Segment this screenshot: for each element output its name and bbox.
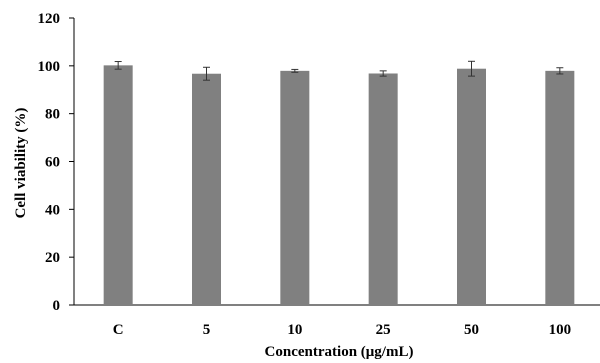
x-tick-label: 50 — [464, 322, 479, 338]
y-tick-label: 0 — [53, 298, 61, 314]
bar — [280, 70, 310, 305]
x-tick-label: C — [113, 322, 124, 338]
bar — [457, 68, 486, 305]
y-tick-label: 100 — [38, 59, 61, 75]
x-tick-label: 25 — [376, 322, 391, 338]
bar — [103, 65, 133, 305]
y-tick-label: 60 — [45, 155, 60, 171]
bar — [545, 70, 575, 305]
x-tick-label: 10 — [287, 322, 302, 338]
y-tick-label: 120 — [38, 11, 61, 27]
plot-area: 0 20 40 60 80 100 120 C 5 10 25 50 100 — [38, 11, 600, 338]
y-tick-label: 80 — [45, 107, 60, 123]
y-axis-title: Cell viability (%) — [13, 108, 29, 219]
y-tick-label: 40 — [45, 202, 60, 218]
y-tick-label: 20 — [45, 250, 60, 266]
bar — [192, 73, 221, 305]
bar — [368, 73, 398, 305]
x-tick-label: 5 — [203, 322, 211, 338]
x-tick-label: 100 — [549, 322, 572, 338]
x-axis-title: Concentration (μg/mL) — [265, 344, 414, 360]
